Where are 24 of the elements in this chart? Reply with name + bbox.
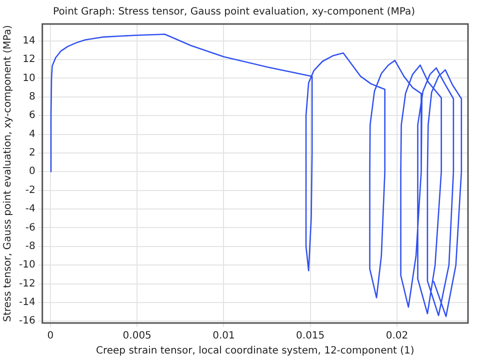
y-tick-label: 12 [22, 54, 36, 66]
y-tick-label: 8 [28, 91, 36, 102]
x-axis-title: Creep strain tensor, local coordinate system, 12-component (1) [96, 346, 414, 357]
y-tick-label: -16 [18, 316, 36, 327]
x-tick-label: 0.015 [296, 330, 325, 342]
x-tick-label: 0 [47, 330, 54, 342]
y-tick-label: 2 [28, 148, 36, 159]
y-tick-label: 0 [28, 166, 36, 178]
y-tick-label: 6 [28, 110, 36, 122]
y-tick-label: -12 [18, 278, 36, 290]
y-tick-label: 4 [28, 128, 36, 140]
y-tick-label: -8 [25, 240, 36, 252]
y-tick-label: -10 [18, 260, 36, 271]
y-tick-label: -14 [18, 297, 36, 308]
y-tick-label: -2 [25, 184, 36, 196]
x-tick-label: 0.005 [122, 330, 152, 342]
x-tick-label: 0.01 [212, 330, 235, 342]
y-tick-label: -4 [25, 204, 36, 215]
x-tick-label: 0.02 [386, 330, 408, 342]
y-tick-label: -6 [25, 222, 36, 234]
chart-title: Point Graph: Stress tensor, Gauss point evaluation, xy-component (MPa) [53, 6, 416, 18]
y-axis-title: Stress tensor, Gauss point evaluation, xy-component (MPa) [2, 25, 14, 322]
y-tick-label: 10 [22, 72, 36, 84]
y-tick-label: 14 [22, 35, 36, 46]
